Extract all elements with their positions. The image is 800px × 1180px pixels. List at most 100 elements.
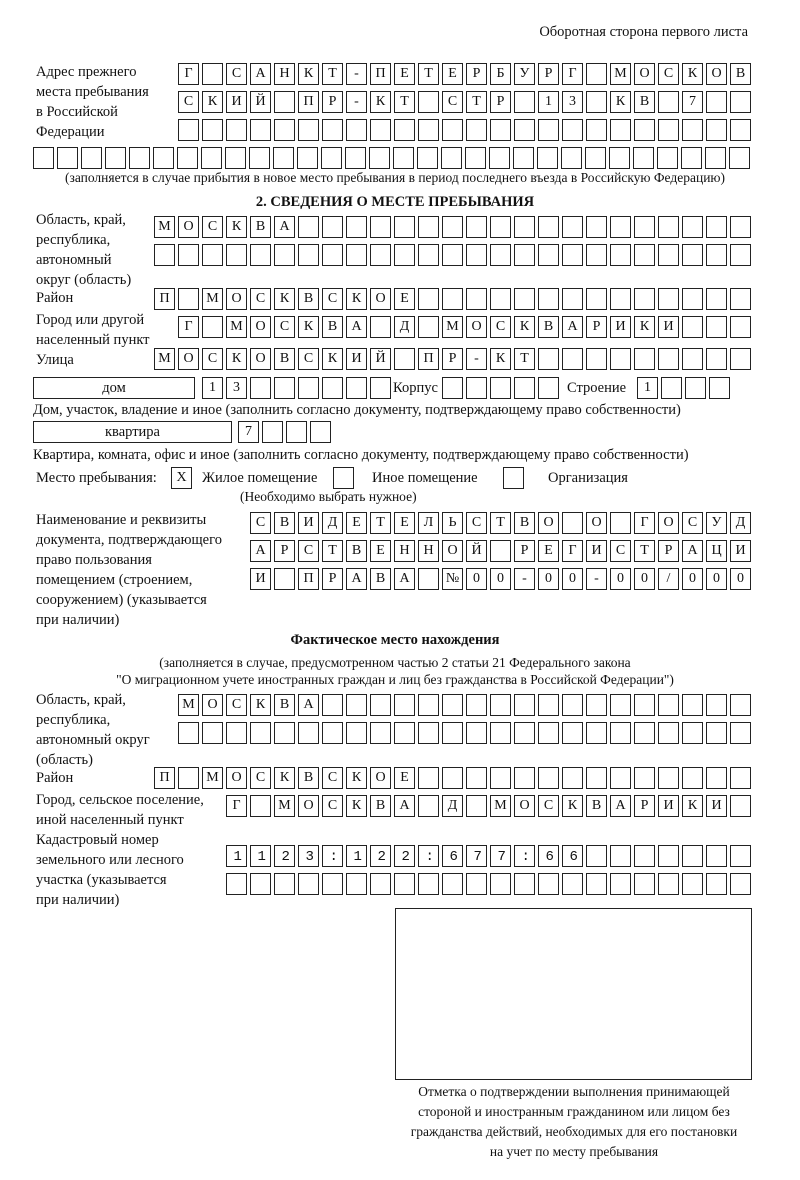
char-box[interactable]: О <box>370 288 391 310</box>
char-box[interactable] <box>274 568 295 590</box>
char-box[interactable]: О <box>442 540 463 562</box>
char-box[interactable]: 0 <box>466 568 487 590</box>
char-box[interactable] <box>706 288 727 310</box>
char-box[interactable] <box>609 147 630 169</box>
char-box[interactable]: В <box>298 767 319 789</box>
char-box[interactable]: П <box>298 91 319 113</box>
char-box[interactable] <box>586 216 607 238</box>
char-box[interactable] <box>634 348 655 370</box>
char-box[interactable]: Е <box>370 540 391 562</box>
char-box[interactable]: 0 <box>634 568 655 590</box>
char-box[interactable]: К <box>226 348 247 370</box>
char-box[interactable] <box>274 244 295 266</box>
char-box[interactable] <box>370 216 391 238</box>
char-box[interactable] <box>298 216 319 238</box>
char-box[interactable] <box>370 873 391 895</box>
char-box[interactable] <box>394 244 415 266</box>
char-box[interactable] <box>418 216 439 238</box>
char-box[interactable]: - <box>514 568 535 590</box>
stay-residential-checkbox[interactable]: X <box>171 467 192 489</box>
char-box[interactable] <box>682 767 703 789</box>
char-box[interactable] <box>514 119 535 141</box>
char-box[interactable]: М <box>610 63 631 85</box>
char-box[interactable]: Г <box>178 316 199 338</box>
char-box[interactable] <box>490 767 511 789</box>
char-box[interactable] <box>490 119 511 141</box>
char-box[interactable] <box>562 348 583 370</box>
char-box[interactable] <box>706 216 727 238</box>
char-box[interactable]: С <box>442 91 463 113</box>
char-box[interactable] <box>514 288 535 310</box>
char-box[interactable] <box>298 845 319 867</box>
char-box[interactable]: Р <box>466 63 487 85</box>
char-box[interactable]: О <box>658 512 679 534</box>
char-box[interactable]: О <box>250 316 271 338</box>
char-box[interactable] <box>514 873 535 895</box>
char-box[interactable] <box>706 694 727 716</box>
char-box[interactable] <box>249 147 270 169</box>
char-box[interactable] <box>538 288 559 310</box>
char-box[interactable]: Е <box>394 288 415 310</box>
char-box[interactable]: А <box>394 795 415 817</box>
char-box[interactable] <box>250 244 271 266</box>
char-box[interactable] <box>250 722 271 744</box>
char-box[interactable] <box>442 377 463 399</box>
char-box[interactable]: П <box>154 288 175 310</box>
char-box[interactable] <box>658 722 679 744</box>
char-box[interactable] <box>586 119 607 141</box>
char-box[interactable]: В <box>538 316 559 338</box>
char-box[interactable] <box>490 377 511 399</box>
char-box[interactable]: А <box>274 216 295 238</box>
char-box[interactable] <box>682 348 703 370</box>
char-box[interactable]: Т <box>490 512 511 534</box>
char-box[interactable]: 0 <box>682 568 703 590</box>
char-box[interactable] <box>202 119 223 141</box>
char-box[interactable] <box>538 845 559 867</box>
char-box[interactable] <box>682 722 703 744</box>
char-box[interactable] <box>418 845 439 867</box>
char-box[interactable]: А <box>250 63 271 85</box>
char-box[interactable]: С <box>298 348 319 370</box>
char-box[interactable]: 0 <box>538 568 559 590</box>
char-box[interactable] <box>322 722 343 744</box>
char-box[interactable]: И <box>298 512 319 534</box>
char-box[interactable] <box>658 873 679 895</box>
char-box[interactable]: В <box>370 568 391 590</box>
char-box[interactable] <box>250 377 271 399</box>
char-box[interactable] <box>634 119 655 141</box>
char-box[interactable] <box>250 873 271 895</box>
char-box[interactable] <box>730 845 751 867</box>
char-box[interactable] <box>514 377 535 399</box>
char-box[interactable] <box>33 147 54 169</box>
char-box[interactable] <box>418 316 439 338</box>
house-type-field[interactable]: дом <box>33 377 195 399</box>
char-box[interactable]: К <box>490 348 511 370</box>
char-box[interactable] <box>274 91 295 113</box>
char-box[interactable] <box>538 119 559 141</box>
char-box[interactable] <box>298 873 319 895</box>
char-box[interactable] <box>562 216 583 238</box>
char-box[interactable] <box>730 873 751 895</box>
char-box[interactable] <box>634 722 655 744</box>
char-box[interactable] <box>634 216 655 238</box>
char-box[interactable] <box>346 694 367 716</box>
char-box[interactable]: С <box>226 694 247 716</box>
char-box[interactable] <box>322 845 343 867</box>
char-box[interactable]: И <box>586 540 607 562</box>
char-box[interactable]: Н <box>418 540 439 562</box>
char-box[interactable]: М <box>202 288 223 310</box>
char-box[interactable] <box>442 873 463 895</box>
char-box[interactable] <box>633 147 654 169</box>
char-box[interactable]: В <box>514 512 535 534</box>
char-box[interactable]: К <box>274 288 295 310</box>
char-box[interactable] <box>514 244 535 266</box>
char-box[interactable]: 1 <box>637 377 658 399</box>
char-box[interactable] <box>418 119 439 141</box>
char-box[interactable] <box>322 873 343 895</box>
char-box[interactable] <box>370 694 391 716</box>
char-box[interactable] <box>442 216 463 238</box>
char-box[interactable]: Р <box>274 540 295 562</box>
char-box[interactable] <box>490 540 511 562</box>
char-box[interactable] <box>250 119 271 141</box>
char-box[interactable]: В <box>586 795 607 817</box>
